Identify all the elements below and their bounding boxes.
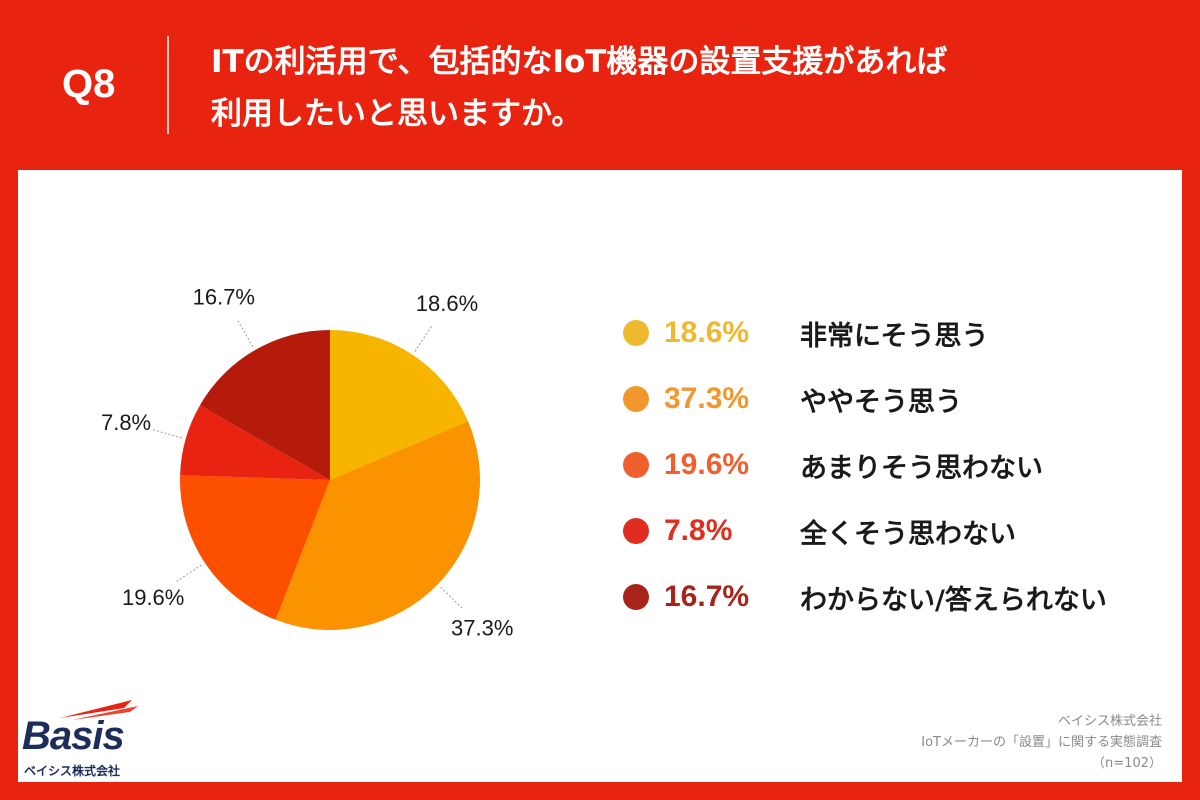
value-label: 19.6% (122, 585, 184, 610)
legend-label: わからない/答えられない (800, 584, 1107, 616)
slice-very-much (330, 330, 469, 480)
slice-somewhat (275, 421, 481, 630)
legend-label: 非常にそう思う (800, 320, 989, 352)
legend-dot-icon (623, 452, 649, 478)
leader-line (414, 326, 432, 352)
legend-item-very-much: 18.6% 非常にそう思う (620, 300, 1180, 366)
legend-dot-icon (623, 584, 649, 610)
question-title-line1: ITの利活用で、包括的なIoT機器の設置支援があれば (211, 44, 948, 80)
pie-leader-lines (152, 320, 463, 609)
legend-dot-icon (623, 386, 649, 412)
pie-value-labels: 18.6% 37.3% 19.6% 7.8% 16.7% (101, 285, 513, 641)
leader-line (237, 320, 254, 347)
pie-slices (180, 330, 481, 630)
question-title-line2: 利用したいと思いますか。 (211, 96, 583, 132)
legend-label: ややそう思う (800, 386, 962, 418)
legend-label: あまりそう思わない (800, 452, 1043, 484)
legend-pct: 18.6% (664, 316, 750, 349)
leader-line (176, 564, 202, 582)
slice-not-really (180, 475, 330, 620)
source-survey: IoTメーカーの「設置」に関する実態調査 (921, 735, 1162, 750)
value-label: 16.7% (193, 285, 255, 310)
legend-dot-icon (623, 518, 649, 544)
source-note: ベイシス株式会社 IoTメーカーの「設置」に関する実態調査 （n=102） (662, 711, 1162, 774)
legend-item-dont-know: 16.7% わからない/答えられない (620, 564, 1180, 630)
question-title: ITの利活用で、包括的なIoT機器の設置支援があれば 利用したいと思いますか。 (211, 36, 1171, 140)
value-label: 37.3% (451, 616, 513, 641)
question-number: Q8 (62, 62, 116, 106)
source-company: ベイシス株式会社 (1057, 714, 1162, 729)
logo-company-name: ベイシス株式会社 (24, 764, 121, 778)
slice-not-at-all (180, 405, 330, 480)
legend-item-somewhat: 37.3% ややそう思う (620, 366, 1180, 432)
logo-wordmark: Basis (22, 714, 125, 758)
legend-item-not-really: 19.6% あまりそう思わない (620, 432, 1180, 498)
legend-pct: 37.3% (664, 382, 750, 415)
legend-pct: 16.7% (664, 580, 750, 613)
value-label: 18.6% (416, 291, 478, 316)
logo-swoosh-icon (60, 700, 138, 720)
legend: 18.6% 非常にそう思う 37.3% ややそう思う 19.6% あまりそう思わ… (620, 300, 1180, 630)
legend-label: 全くそう思わない (800, 518, 1016, 550)
legend-pct: 19.6% (664, 448, 750, 481)
leader-line (440, 586, 463, 609)
header: Q8 ITの利活用で、包括的なIoT機器の設置支援があれば 利用したいと思います… (0, 0, 1200, 170)
legend-item-not-at-all: 7.8% 全くそう思わない (620, 498, 1180, 564)
leader-line (152, 429, 182, 439)
legend-dot-icon (623, 320, 649, 346)
value-label: 7.8% (101, 410, 151, 435)
company-logo: Basis ベイシス株式会社 (20, 696, 150, 780)
slice-dont-know (199, 330, 330, 480)
header-divider (167, 36, 169, 134)
legend-pct: 7.8% (664, 514, 733, 547)
source-sample: （n=102） (1092, 756, 1162, 771)
